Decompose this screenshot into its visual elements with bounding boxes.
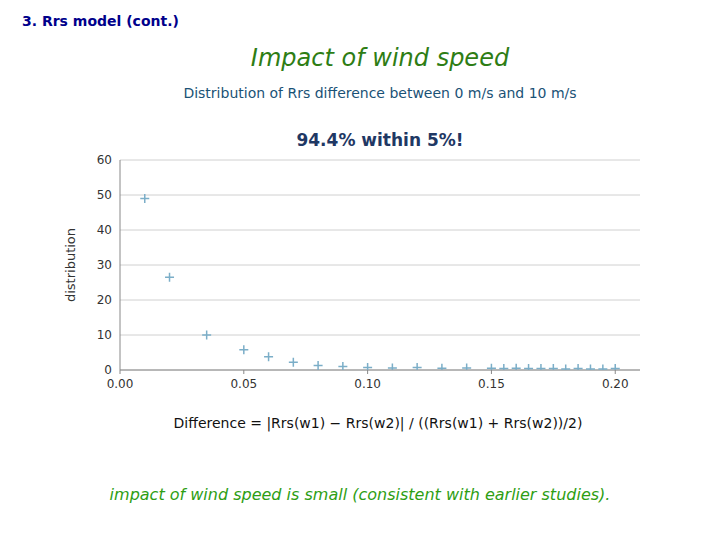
- point: [524, 364, 533, 370]
- grid-line: [120, 160, 640, 161]
- slide-title: 3. Rrs model (cont.): [22, 13, 179, 29]
- point: [388, 363, 397, 370]
- x-tick-label: 0.00: [107, 377, 134, 391]
- point: [202, 331, 211, 340]
- point: [314, 361, 323, 370]
- point: [165, 273, 174, 282]
- y-tick-label: 0: [104, 363, 112, 377]
- points: [140, 194, 619, 370]
- x-tick-label: 0.20: [602, 377, 629, 391]
- grid-line: [120, 300, 640, 301]
- axes: 0 10 20 30 40 50 60 0.00 0.05 0.10 0.15 0.20 distrib…: [63, 153, 640, 391]
- point: [561, 364, 570, 370]
- formula: Difference = |Rrs(w1) − Rrs(w2)| / ((Rrs…: [174, 415, 583, 432]
- title: Impact of wind speed: [251, 44, 510, 72]
- point: [574, 364, 583, 370]
- y-tick-label: 50: [97, 188, 112, 202]
- point: [487, 364, 496, 370]
- annotation: 94.4% within 5%!: [296, 130, 463, 150]
- point: [512, 364, 521, 370]
- point: [363, 363, 372, 370]
- point: [289, 358, 298, 367]
- point: [611, 364, 620, 370]
- grid: [120, 160, 640, 370]
- y-tick-label: 10: [97, 328, 112, 342]
- grid-line: [120, 230, 640, 231]
- point: [413, 363, 422, 370]
- point: [338, 362, 347, 370]
- y-tick-label: 20: [97, 293, 112, 307]
- x-tick: [243, 370, 244, 374]
- y-axis-line: [120, 160, 121, 370]
- x-tick: [615, 370, 616, 374]
- x-tick: [120, 370, 121, 374]
- point: [598, 364, 607, 370]
- x-tick: [367, 370, 368, 374]
- point: [462, 363, 471, 370]
- point: [499, 364, 508, 370]
- point: [536, 364, 545, 370]
- chart: 3. Rrs model (cont.) Impact of wind speed…: [0, 0, 720, 540]
- background: [0, 0, 720, 540]
- y-tick-label: 40: [97, 223, 112, 237]
- grid-line: [120, 195, 640, 196]
- grid-line: [120, 335, 640, 336]
- x-tick-label: 0.10: [354, 377, 381, 391]
- point: [239, 345, 248, 354]
- x-tick-label: 0.05: [230, 377, 257, 391]
- grid-line: [120, 265, 640, 266]
- x-tick: [491, 370, 492, 374]
- point: [549, 364, 558, 370]
- point: [586, 364, 595, 370]
- point: [140, 194, 149, 203]
- point: [264, 352, 273, 361]
- y-tick-label: 60: [97, 153, 112, 167]
- bottom-text: impact of wind speed is small (consisten…: [110, 485, 611, 504]
- x-tick-label: 0.15: [478, 377, 505, 391]
- point: [437, 364, 446, 370]
- y-tick-label: 30: [97, 258, 112, 272]
- y-axis-label: distribution: [63, 228, 78, 302]
- subtitle: Distribution of Rrs difference between 0…: [183, 85, 576, 101]
